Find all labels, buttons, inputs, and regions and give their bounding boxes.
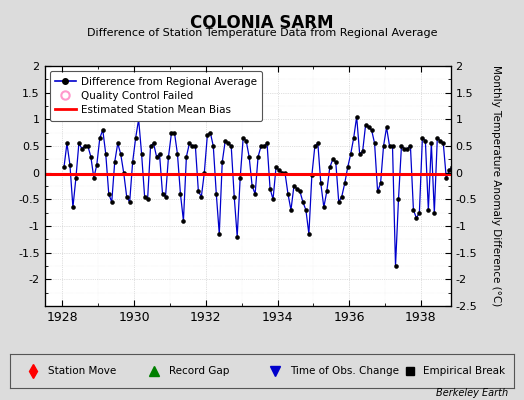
Text: Record Gap: Record Gap: [169, 366, 230, 376]
Text: Empirical Break: Empirical Break: [423, 366, 505, 376]
Y-axis label: Monthly Temperature Anomaly Difference (°C): Monthly Temperature Anomaly Difference (…: [491, 65, 501, 307]
Text: COLONIA SARM: COLONIA SARM: [190, 14, 334, 32]
Text: Time of Obs. Change: Time of Obs. Change: [290, 366, 399, 376]
Text: Berkeley Earth: Berkeley Earth: [436, 388, 508, 398]
Legend: Difference from Regional Average, Quality Control Failed, Estimated Station Mean: Difference from Regional Average, Qualit…: [50, 71, 262, 121]
Text: Difference of Station Temperature Data from Regional Average: Difference of Station Temperature Data f…: [87, 28, 437, 38]
Text: Station Move: Station Move: [48, 366, 116, 376]
